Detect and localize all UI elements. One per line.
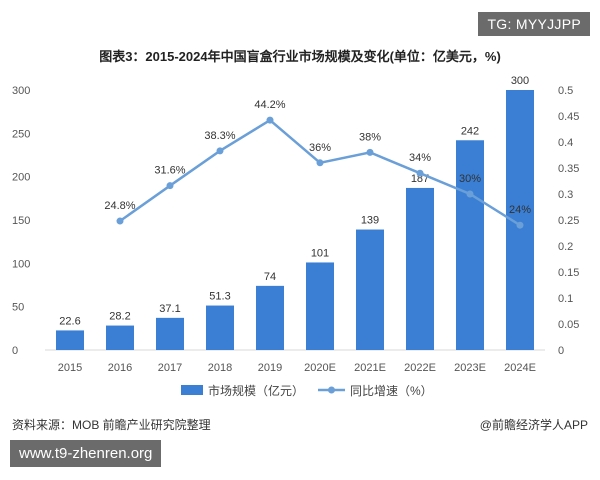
- growth-point: [316, 159, 324, 167]
- x-axis-tick-labels: 2015 2016 2017 2018 2019 2020E 2021E 2022E 2023E…: [58, 362, 536, 374]
- growth-value-label: 30%: [459, 173, 481, 185]
- x-tick-label: 2017: [158, 362, 182, 374]
- bar: [106, 325, 134, 350]
- bar-value-label: 51.3: [209, 291, 230, 303]
- y-left-tick-label: 50: [12, 302, 24, 314]
- x-tick-label: 2024E: [504, 362, 536, 374]
- bar: [206, 305, 234, 350]
- growth-value-label: 34%: [409, 152, 431, 164]
- y-left-tick-label: 250: [12, 128, 30, 140]
- bar: [256, 285, 284, 350]
- legend-bar-swatch: [181, 385, 203, 395]
- bar: [56, 330, 84, 350]
- credit-note: @前瞻经济学人APP: [480, 417, 588, 432]
- legend: 市场规模（亿元） 同比增速（%）: [181, 383, 433, 398]
- y-right-tick-label: 0.1: [558, 293, 573, 305]
- growth-value-label: 31.6%: [154, 165, 185, 177]
- growth-point: [166, 182, 174, 190]
- y-right-tick-label: 0.2: [558, 241, 573, 253]
- y-left-tick-label: 150: [12, 215, 30, 227]
- growth-point: [216, 147, 224, 155]
- bar-value-label: 28.2: [109, 311, 130, 323]
- legend-line-label: 同比增速（%）: [350, 384, 433, 398]
- bar-value-label: 101: [311, 247, 329, 259]
- bar-value-label: 242: [461, 125, 479, 137]
- x-tick-label: 2020E: [304, 362, 336, 374]
- y-right-tick-label: 0.05: [558, 319, 579, 331]
- growth-value-label: 24%: [509, 204, 531, 216]
- x-tick-label: 2015: [58, 362, 82, 374]
- growth-value-label: 36%: [309, 142, 331, 154]
- y-left-tick-label: 0: [12, 345, 18, 357]
- growth-point: [516, 221, 524, 229]
- y-right-tick-label: 0.45: [558, 111, 579, 123]
- y-right-tick-label: 0.4: [558, 137, 573, 149]
- growth-value-label: 24.8%: [104, 200, 135, 212]
- growth-point: [116, 217, 124, 225]
- growth-line-series: 24.8% 31.6% 38.3% 44.2% 36% 38% 34% 30% 24%: [104, 99, 531, 229]
- bar-series: [56, 90, 534, 350]
- legend-bar-label: 市场规模（亿元）: [208, 383, 304, 398]
- chart-title: 图表3：2015-2024年中国盲盒行业市场规模及变化(单位：亿美元，%): [99, 49, 501, 64]
- bar: [356, 229, 384, 350]
- y-right-tick-label: 0: [558, 345, 564, 357]
- source-note: 资料来源：MOB 前瞻产业研究院整理: [12, 417, 211, 432]
- site-url-badge[interactable]: www.t9-zhenren.org: [10, 440, 162, 467]
- y-right-tick-label: 0.5: [558, 85, 573, 97]
- growth-point: [266, 116, 274, 124]
- y-left-tick-label: 300: [12, 85, 30, 97]
- bar-value-label: 22.6: [59, 315, 80, 327]
- x-tick-label: 2022E: [404, 362, 436, 374]
- x-tick-label: 2021E: [354, 362, 386, 374]
- y-right-tick-label: 0.25: [558, 215, 579, 227]
- bar: [156, 317, 184, 350]
- growth-value-label: 38%: [359, 131, 381, 143]
- x-tick-label: 2018: [208, 362, 232, 374]
- bar-value-label: 139: [361, 215, 379, 227]
- growth-value-label: 38.3%: [204, 130, 235, 142]
- bar-value-label: 37.1: [159, 303, 180, 315]
- growth-point: [416, 169, 424, 177]
- right-axis: 0 0.05 0.1 0.15 0.2 0.25 0.3 0.35 0.4 0.45 0.5: [558, 85, 579, 357]
- x-tick-label: 2023E: [454, 362, 486, 374]
- bar: [306, 262, 334, 350]
- bar-value-label: 300: [511, 75, 529, 87]
- tg-badge: TG: MYYJJPP: [478, 12, 590, 36]
- x-tick-label: 2016: [108, 362, 132, 374]
- y-right-tick-label: 0.15: [558, 267, 579, 279]
- bar: [406, 187, 434, 350]
- bar-value-label: 74: [264, 271, 276, 283]
- legend-line-marker: [328, 386, 335, 394]
- y-right-tick-label: 0.3: [558, 189, 573, 201]
- bar: [456, 140, 484, 350]
- y-right-tick-label: 0.35: [558, 163, 579, 175]
- y-left-tick-label: 200: [12, 172, 30, 184]
- growth-value-label: 44.2%: [254, 99, 285, 111]
- y-left-tick-label: 100: [12, 258, 30, 270]
- growth-point: [466, 190, 474, 198]
- x-tick-label: 2019: [258, 362, 282, 374]
- growth-point: [366, 148, 374, 156]
